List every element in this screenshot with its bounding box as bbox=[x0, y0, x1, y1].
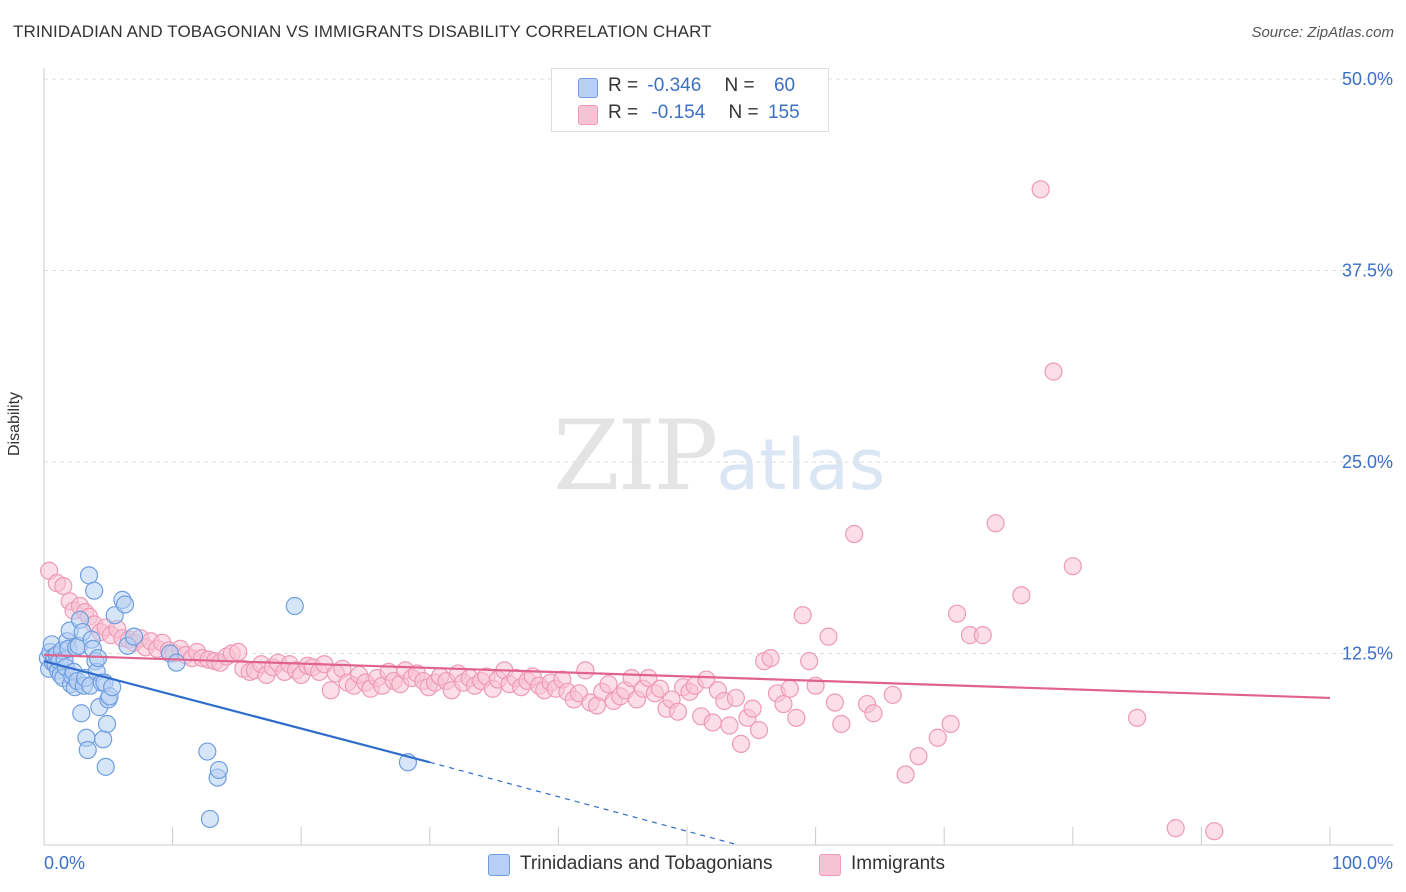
trinidadians-point bbox=[285, 596, 304, 616]
legend-label: Trinidadians and Tobagonians bbox=[520, 853, 773, 874]
immigrants-point bbox=[780, 679, 799, 698]
legend-swatch-pink bbox=[819, 854, 841, 876]
chart-title: TRINIDADIAN AND TOBAGONIAN VS IMMIGRANTS… bbox=[13, 22, 712, 41]
immigrants-point bbox=[639, 668, 658, 688]
trinidadians-point bbox=[78, 740, 97, 760]
immigrants-point bbox=[973, 626, 992, 645]
y-tick-label: 37.5% bbox=[1342, 261, 1393, 281]
immigrants-point bbox=[321, 681, 340, 700]
immigrants-point bbox=[941, 714, 960, 734]
r-label: R = bbox=[608, 75, 639, 96]
trinidadians-point bbox=[115, 595, 135, 614]
immigrants-point bbox=[793, 606, 812, 625]
immigrants-point bbox=[650, 679, 670, 698]
n-value: 155 bbox=[767, 102, 800, 123]
immigrants-point bbox=[819, 627, 838, 646]
legend-label: Immigrants bbox=[851, 853, 945, 874]
watermark-zip: ZIP bbox=[553, 400, 718, 512]
immigrants-point bbox=[883, 685, 902, 704]
n-label: N = bbox=[724, 75, 755, 96]
immigrants-point bbox=[1012, 586, 1031, 605]
immigrants-point bbox=[761, 648, 780, 668]
x-tick-label-min: 0.0% bbox=[44, 853, 85, 873]
watermark: ZIPatlas bbox=[553, 400, 885, 512]
immigrants-point bbox=[800, 652, 819, 671]
immigrants-point bbox=[229, 642, 248, 662]
grid-lines bbox=[44, 78, 1393, 654]
immigrants-point bbox=[1166, 819, 1185, 838]
immigrants-point bbox=[1044, 362, 1063, 381]
trinidadians-point bbox=[85, 581, 104, 600]
legend-swatch-blue bbox=[578, 78, 598, 98]
immigrants-point bbox=[576, 661, 595, 680]
watermark-atlas: atlas bbox=[716, 424, 886, 506]
immigrants-point bbox=[845, 524, 864, 544]
n-value: 60 bbox=[773, 75, 796, 96]
y-tick-label: 50.0% bbox=[1342, 69, 1393, 89]
immigrants-point bbox=[825, 693, 844, 712]
x-tick-label-max: 100.0% bbox=[1332, 853, 1393, 873]
trinidadians-point bbox=[200, 809, 219, 829]
trinidadians-point bbox=[97, 714, 117, 734]
immigrants-point bbox=[832, 714, 851, 734]
immigrants-point bbox=[787, 708, 806, 727]
trinidadians-point bbox=[79, 566, 99, 585]
stats-legend: R = -0.346 N = 60 R = -0.154 N = 155 bbox=[551, 68, 829, 132]
trinidadians-point bbox=[72, 704, 91, 723]
trinidadians-point bbox=[94, 730, 113, 749]
immigrants-trend-line bbox=[43, 653, 1331, 700]
axes bbox=[43, 68, 1393, 846]
trinidadians-point bbox=[209, 760, 228, 780]
immigrants-point bbox=[1127, 708, 1147, 727]
trinidadians-point bbox=[96, 757, 115, 776]
legend-swatch-blue bbox=[488, 854, 510, 876]
immigrants-point bbox=[986, 514, 1005, 533]
trinidadians-point bbox=[167, 653, 186, 672]
trinidadians-points bbox=[38, 566, 418, 829]
immigrants-point bbox=[743, 699, 762, 718]
immigrants-point bbox=[1063, 557, 1082, 576]
trinidadians-point bbox=[198, 742, 217, 761]
immigrants-point bbox=[668, 702, 688, 721]
y-tick-label: 25.0% bbox=[1342, 452, 1393, 472]
immigrants-point bbox=[697, 670, 716, 689]
immigrants-point bbox=[703, 713, 722, 732]
chart-source: Source: ZipAtlas.com bbox=[1251, 24, 1394, 41]
immigrants-point bbox=[928, 728, 947, 747]
trinidadians-point bbox=[124, 627, 144, 646]
trinidadians-trend-extension bbox=[429, 761, 739, 846]
n-label: N = bbox=[728, 102, 759, 123]
tick-labels: 12.5% 25.0% 37.5% 50.0% 0.0% 100.0% bbox=[44, 69, 1393, 873]
immigrants-point bbox=[54, 576, 73, 596]
immigrants-point bbox=[1031, 180, 1050, 199]
r-label: R = bbox=[608, 102, 639, 123]
immigrants-point bbox=[896, 765, 915, 784]
immigrants-point bbox=[720, 716, 739, 735]
trinidadians-trend-line bbox=[43, 660, 431, 764]
immigrants-point bbox=[774, 694, 793, 714]
immigrants-point bbox=[1205, 822, 1224, 841]
immigrants-points bbox=[40, 180, 1224, 841]
immigrants-point bbox=[864, 704, 883, 723]
immigrants-point bbox=[749, 720, 769, 740]
immigrants-point bbox=[947, 604, 967, 623]
immigrants-point bbox=[731, 734, 751, 753]
immigrants-point bbox=[599, 675, 618, 694]
legend-swatch-pink bbox=[578, 105, 598, 125]
trend-lines bbox=[43, 653, 1331, 846]
immigrants-point bbox=[726, 688, 745, 708]
immigrants-point bbox=[909, 747, 928, 766]
y-tick-label: 12.5% bbox=[1342, 644, 1393, 664]
r-value: -0.346 bbox=[647, 75, 702, 96]
r-value: -0.154 bbox=[651, 102, 706, 123]
